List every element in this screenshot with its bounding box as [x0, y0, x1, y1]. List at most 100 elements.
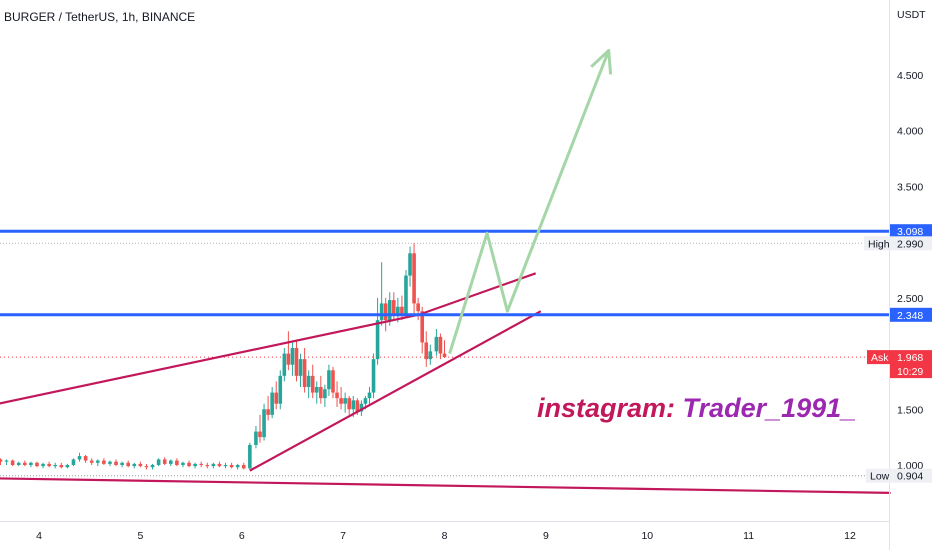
candle — [77, 452, 82, 462]
high-tag: High 2.990 — [864, 236, 932, 251]
instagram-handle: Trader_1991_ — [683, 393, 857, 423]
candle-body — [379, 303, 384, 321]
high-label: High — [868, 238, 890, 250]
time-tick-label: 6 — [239, 530, 245, 542]
low-tag: Low 0.904 — [866, 468, 932, 483]
candle-body — [396, 306, 400, 315]
candle — [302, 348, 307, 393]
time-tick-label: 7 — [340, 530, 346, 542]
candle-body — [16, 462, 21, 465]
candle-body — [408, 253, 412, 276]
candle-body — [347, 398, 352, 410]
ask-countdown: 10:29 — [897, 366, 923, 378]
candle-body — [156, 459, 161, 465]
candle — [4, 459, 9, 465]
long-support-line[interactable] — [0, 477, 891, 494]
candle-body — [175, 460, 179, 465]
candle-body — [355, 400, 360, 412]
candle-body — [89, 460, 94, 463]
candle — [335, 381, 339, 408]
candle-body — [359, 403, 364, 412]
candle-body — [371, 359, 376, 393]
candle — [65, 463, 70, 469]
candle-body — [65, 465, 70, 468]
projection-path[interactable] — [448, 49, 611, 355]
time-tick-label: 5 — [137, 530, 143, 542]
candle-body — [23, 462, 27, 465]
candle-body — [310, 375, 315, 393]
candle — [132, 462, 137, 469]
candle — [181, 461, 185, 468]
candle — [156, 458, 161, 467]
candle — [323, 384, 327, 408]
candle — [438, 333, 443, 360]
candle-body — [375, 320, 380, 360]
time-axis-ticks[interactable]: 4 5 6 7 8 9 10 11 12 — [36, 530, 856, 542]
candle-body — [258, 431, 262, 438]
candle — [205, 462, 210, 469]
candle-body — [71, 459, 76, 465]
candle-body — [442, 353, 447, 358]
candle — [359, 400, 364, 416]
candle — [404, 270, 408, 318]
candle — [53, 462, 58, 469]
time-tick-label: 9 — [543, 530, 549, 542]
candle-body — [193, 463, 197, 467]
candle — [241, 462, 246, 470]
candle-body — [323, 389, 327, 399]
candle-body — [270, 392, 274, 415]
candle-body — [314, 387, 319, 393]
price-tick-label: 4.000 — [897, 126, 923, 138]
time-tick-label: 12 — [844, 530, 856, 542]
candle — [162, 457, 167, 465]
candle-body — [187, 462, 191, 467]
candle — [286, 331, 291, 371]
candle-body — [144, 466, 149, 468]
candle-body — [404, 275, 408, 315]
candle-body — [126, 462, 131, 467]
low-value: 0.904 — [897, 471, 923, 483]
levels-group — [0, 229, 889, 317]
projection-group — [448, 49, 613, 355]
candle — [150, 463, 155, 470]
candle-body — [306, 375, 311, 387]
candle — [306, 370, 311, 399]
currency-label: USDT — [897, 9, 926, 21]
candle-body — [211, 463, 216, 467]
candle-body — [363, 398, 368, 404]
wedge-lower-line[interactable] — [249, 310, 542, 472]
candle-body — [235, 465, 240, 468]
candle-body — [114, 461, 118, 465]
candle — [371, 353, 376, 399]
candle — [10, 459, 15, 467]
candle-body — [343, 398, 347, 404]
candle-body — [392, 300, 396, 315]
price-tick-label: 3.500 — [897, 181, 923, 193]
candle-body — [254, 431, 258, 445]
candle — [114, 459, 118, 467]
candle — [343, 392, 347, 413]
candle — [126, 460, 131, 468]
projection-arrowhead — [590, 49, 613, 75]
candle-body — [223, 465, 228, 467]
candle — [235, 463, 240, 470]
candle-body — [266, 409, 270, 415]
candle — [59, 462, 64, 469]
candle-body — [181, 462, 185, 465]
candle — [424, 331, 429, 367]
candle-body — [229, 465, 234, 468]
candle-body — [319, 387, 323, 399]
low-label: Low — [870, 471, 890, 483]
candle-body — [0, 459, 3, 462]
candle-body — [424, 342, 429, 360]
candle — [217, 461, 222, 468]
candle-body — [95, 460, 100, 463]
candle — [442, 340, 447, 359]
candle — [434, 329, 439, 356]
candle — [120, 461, 124, 468]
price-tick-label: 1.500 — [897, 404, 923, 416]
candle — [223, 462, 228, 469]
time-tick-label: 11 — [743, 530, 754, 542]
instagram-prefix: instagram: — [537, 393, 683, 423]
